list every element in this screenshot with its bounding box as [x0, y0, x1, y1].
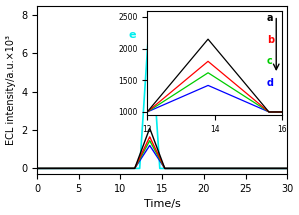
Text: e: e — [129, 30, 136, 40]
X-axis label: Time/s: Time/s — [144, 200, 181, 209]
Y-axis label: ECL intensity/a.u.×10³: ECL intensity/a.u.×10³ — [6, 35, 16, 145]
